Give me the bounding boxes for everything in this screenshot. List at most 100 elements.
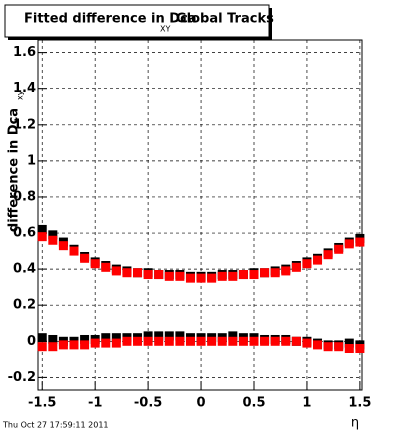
marker [185, 336, 195, 346]
marker [313, 340, 323, 350]
marker [48, 235, 58, 245]
marker [175, 271, 185, 281]
y-tick-label: 0.2 [13, 298, 36, 313]
marker [101, 333, 111, 343]
marker [334, 244, 344, 254]
marker [281, 266, 291, 276]
marker [154, 336, 164, 346]
marker [48, 230, 58, 240]
marker [238, 336, 248, 346]
chart-title: Fitted difference in Dca [24, 12, 197, 27]
marker [164, 331, 174, 341]
marker [69, 340, 79, 350]
marker [164, 336, 174, 346]
marker [122, 268, 132, 278]
title-suffix: Global Tracks [176, 12, 274, 27]
marker [80, 253, 90, 263]
marker [154, 270, 164, 280]
marker [302, 259, 312, 269]
marker [90, 259, 100, 269]
x-tick-label: -1.5 [28, 396, 56, 411]
marker [291, 336, 301, 346]
marker [90, 338, 100, 348]
y-tick-label: 0 [27, 334, 36, 349]
marker [37, 224, 47, 234]
marker [48, 334, 58, 344]
x-tick-label: 0 [197, 396, 206, 411]
marker [101, 262, 111, 272]
x-tick-label: 0.5 [242, 396, 265, 411]
marker [111, 333, 121, 343]
y-tick-label: -0.2 [8, 370, 36, 385]
marker [175, 336, 185, 346]
marker [302, 338, 312, 348]
marker [228, 336, 238, 346]
marker [143, 336, 153, 346]
marker [323, 342, 333, 352]
marker [355, 237, 365, 247]
marker [228, 331, 238, 341]
marker [133, 268, 143, 278]
marker [260, 336, 270, 346]
marker [48, 342, 58, 352]
marker [175, 331, 185, 341]
marker [164, 271, 174, 281]
y-tick-label: 0.4 [13, 262, 36, 277]
plot-frame [37, 39, 363, 391]
marker [323, 250, 333, 260]
marker [80, 334, 90, 344]
y-label-group: difference in Dca xy [7, 90, 25, 232]
y-tick-label: 1.2 [13, 117, 36, 132]
marker [37, 333, 47, 343]
x-tick-label: -1 [88, 396, 102, 411]
marker [207, 336, 217, 346]
marker [344, 344, 354, 354]
footer: Thu Oct 27 17:59:11 2011 [2, 421, 109, 430]
marker [217, 336, 227, 346]
marker [260, 268, 270, 278]
x-axis-label: η [351, 416, 359, 431]
marker [207, 273, 217, 283]
y-tick-label: 1.4 [13, 81, 36, 96]
marker [334, 342, 344, 352]
marker [143, 270, 153, 280]
marker [344, 239, 354, 249]
x-tick-label: 1 [302, 396, 311, 411]
marker [122, 336, 132, 346]
marker [111, 266, 121, 276]
x-tick-label: -0.5 [134, 396, 162, 411]
marker [313, 255, 323, 265]
marker [270, 268, 280, 278]
marker [217, 271, 227, 281]
y-tick-label: 0.8 [13, 189, 36, 204]
marker [249, 270, 259, 280]
marker [154, 331, 164, 341]
marker [111, 338, 121, 348]
title-box [4, 4, 270, 38]
marker [228, 271, 238, 281]
marker [270, 336, 280, 346]
x-tick-label: 1.5 [348, 396, 371, 411]
marker [69, 246, 79, 256]
marker [196, 336, 206, 346]
marker [80, 340, 90, 350]
marker [291, 262, 301, 272]
marker [37, 342, 47, 352]
marker [37, 232, 47, 242]
y-tick-label: 1.6 [13, 45, 36, 60]
marker [196, 273, 206, 283]
marker [58, 340, 68, 350]
y-tick-label: 0.6 [13, 226, 36, 241]
y-label-subscript: xy [16, 90, 25, 100]
marker [101, 338, 111, 348]
marker [355, 344, 365, 354]
y-tick-label: 1 [27, 153, 36, 168]
marker [281, 336, 291, 346]
marker [238, 270, 248, 280]
title-subscript: XY [160, 25, 170, 34]
marker [344, 338, 354, 348]
marker [143, 331, 153, 341]
marker [249, 336, 259, 346]
marker [185, 273, 195, 283]
